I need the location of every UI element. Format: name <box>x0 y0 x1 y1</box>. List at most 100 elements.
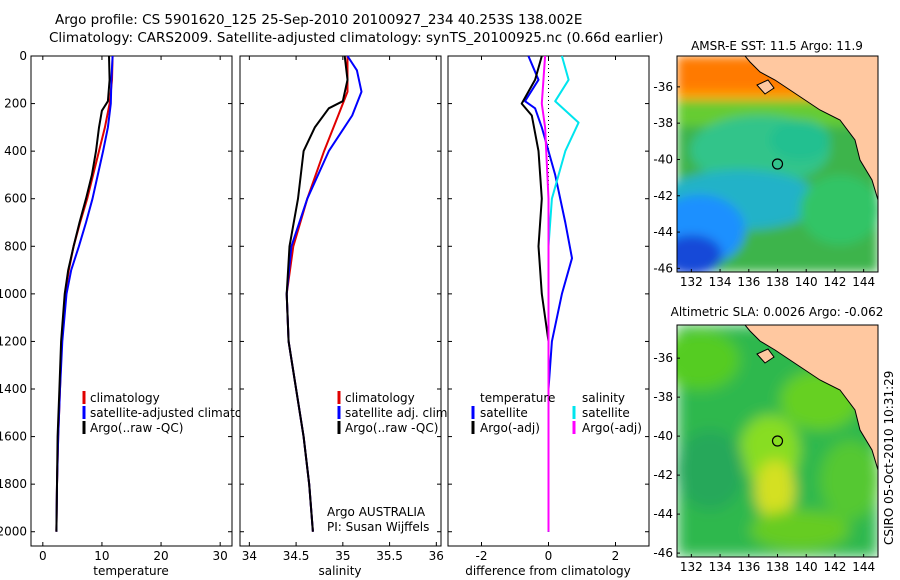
x-tick-label: 35.5 <box>376 549 403 563</box>
x-tick-label: 36 <box>429 549 444 563</box>
series-line-salinity-argo-adj- <box>540 55 550 532</box>
x-tick-label: 10 <box>94 549 109 563</box>
figure-title-line1: Argo profile: CS 5901620_125 25-Sep-2010… <box>55 12 582 28</box>
lon-tick-label: 134 <box>709 275 732 289</box>
salinity-y-ticks <box>240 55 441 533</box>
difference-xlabel: difference from climatology <box>465 564 631 578</box>
temperature-xlabel: temperature <box>93 564 168 578</box>
sst-argo-float-marker <box>771 158 784 170</box>
lat-tick-label: -42 <box>653 189 673 203</box>
depth-tick-label: 0 <box>19 49 27 63</box>
legend-label-temp-satellite: satellite <box>480 406 528 420</box>
lon-tick-label: 142 <box>823 275 846 289</box>
sla-map-panel: Altimetric SLA: 0.0026 Argo: -0.062 132 1… <box>653 305 883 574</box>
difference-panel: -2 0 2 difference from climatology tempera… <box>447 55 650 578</box>
depth-tick-label: 1400 <box>0 382 27 396</box>
x-tick-label: 35 <box>335 549 350 563</box>
sla-lat-ticks: -36 -38 -40 -42 -44 -46 <box>653 351 680 560</box>
lon-tick-label: 140 <box>795 560 818 574</box>
x-tick-label: -2 <box>476 549 488 563</box>
legend-label-sal-argo: Argo(-adj) <box>582 421 642 435</box>
x-tick-label: 34.5 <box>283 549 310 563</box>
temperature-axes <box>30 55 233 547</box>
depth-tick-label: 1200 <box>0 334 27 348</box>
pi-label: PI: Susan Wijffels <box>327 520 429 534</box>
temperature-legend: climatology satellite-adjusted climatolo… <box>82 391 268 435</box>
lon-tick-label: 132 <box>680 560 703 574</box>
lon-tick-label: 138 <box>766 275 789 289</box>
series-line-argo-raw-qc- <box>55 55 111 532</box>
lat-tick-label: -38 <box>653 116 673 130</box>
legend-label-argo: Argo(..raw -QC) <box>345 421 438 435</box>
temperature-x-ticks: 0 10 20 30 <box>39 56 228 563</box>
x-tick-label: 0 <box>545 549 553 563</box>
lat-tick-label: -38 <box>653 390 673 404</box>
legend-label-argo: Argo(..raw -QC) <box>90 421 183 435</box>
lon-tick-label: 136 <box>737 560 760 574</box>
salinity-x-ticks: 34 34.5 35 35.5 36 <box>242 56 444 563</box>
legend-label-climatology: climatology <box>90 391 160 405</box>
difference-x-ticks: -2 0 2 <box>476 56 620 563</box>
lat-tick-label: -44 <box>653 507 673 521</box>
legend-group-salinity: salinity <box>582 391 625 405</box>
sst-map-panel: AMSR-E SST: 11.5 Argo: 11.9 132 134 136 138… <box>653 39 879 289</box>
sla-lon-ticks: 132 134 136 138 140 142 144 <box>680 554 875 574</box>
x-tick-label: 0 <box>39 549 47 563</box>
depth-tick-label: 1800 <box>0 477 27 491</box>
salinity-xlabel: salinity <box>318 564 361 578</box>
depth-tick-label: 200 <box>4 97 27 111</box>
temperature-lines <box>55 55 114 532</box>
lat-tick-label: -40 <box>653 429 673 443</box>
depth-axis-ticks: 0 200 400 600 800 1000 1200 1400 1600 1800 2000 <box>0 49 232 539</box>
legend-group-temperature: temperature <box>480 391 555 405</box>
lat-tick-label: -36 <box>653 351 673 365</box>
sla-land-mass <box>744 325 878 471</box>
argo-program-label: Argo AUSTRALIA <box>327 505 426 519</box>
depth-tick-label: 2000 <box>0 525 27 539</box>
lat-tick-label: -36 <box>653 80 673 94</box>
x-tick-label: 20 <box>153 549 168 563</box>
depth-tick-label: 400 <box>4 144 27 158</box>
x-tick-label: 30 <box>213 549 228 563</box>
legend-label-sal-satellite: satellite <box>582 406 630 420</box>
depth-tick-label: 1000 <box>0 287 27 301</box>
lon-tick-label: 134 <box>709 560 732 574</box>
figure-title-line2: Climatology: CARS2009. Satellite-adjuste… <box>49 30 663 46</box>
sst-land-mass <box>744 56 878 201</box>
sla-island <box>756 348 775 364</box>
sla-map-title: Altimetric SLA: 0.0026 Argo: -0.062 <box>671 305 884 319</box>
sst-lat-ticks: -36 -38 -40 -42 -44 -46 <box>653 80 680 275</box>
salinity-legend: climatology satellite adj. clim. Argo(..… <box>337 391 451 435</box>
lon-tick-label: 144 <box>852 275 875 289</box>
lat-tick-label: -46 <box>653 546 673 560</box>
salinity-panel: 34 34.5 35 35.5 36 salinity climatology sate… <box>239 55 451 578</box>
lon-tick-label: 132 <box>680 275 703 289</box>
x-tick-label: 34 <box>242 549 257 563</box>
depth-tick-label: 600 <box>4 192 27 206</box>
lon-tick-label: 138 <box>766 560 789 574</box>
sla-argo-float-marker <box>771 435 784 447</box>
series-line-argo-raw-qc- <box>285 55 349 532</box>
csiro-timestamp: CSIRO 05-Oct-2010 10:31:29 <box>882 371 896 545</box>
salinity-axes <box>239 55 442 547</box>
legend-label-climatology: climatology <box>345 391 415 405</box>
lat-tick-label: -44 <box>653 225 673 239</box>
lat-tick-label: -42 <box>653 468 673 482</box>
lat-tick-label: -40 <box>653 152 673 166</box>
depth-tick-label: 1600 <box>0 430 27 444</box>
lon-tick-label: 144 <box>852 560 875 574</box>
difference-lines <box>520 55 580 532</box>
x-tick-label: 2 <box>612 549 620 563</box>
lon-tick-label: 136 <box>737 275 760 289</box>
lat-tick-label: -46 <box>653 261 673 275</box>
sst-map-title: AMSR-E SST: 11.5 Argo: 11.9 <box>691 39 863 53</box>
difference-y-ticks <box>448 55 649 533</box>
lon-tick-label: 142 <box>823 560 846 574</box>
legend-label-temp-argo: Argo(-adj) <box>480 421 540 435</box>
temperature-panel: 0 200 400 600 800 1000 1200 1400 1600 1800 2000 0 1… <box>0 49 268 578</box>
sst-lon-ticks: 132 134 136 138 140 142 144 <box>680 269 875 289</box>
legend-label-satellite: satellite-adjusted climatology <box>90 406 268 420</box>
salinity-lines <box>285 55 363 532</box>
lon-tick-label: 140 <box>795 275 818 289</box>
